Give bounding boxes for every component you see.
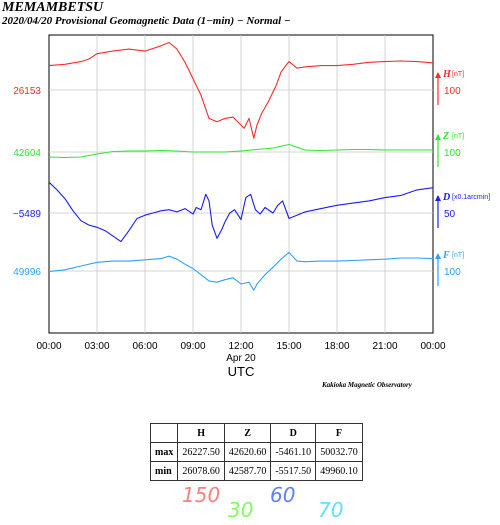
stats-cell: 42587.70 — [223, 461, 272, 481]
series-scale-label: 100 — [444, 267, 461, 278]
stats-row-label: max — [149, 442, 179, 462]
magnetogram-chart: 00:00 03:00 06:00 09:00 12:00 15:00 18:00 21:00… — [13, 34, 490, 379]
right-axis-arrow — [435, 72, 441, 78]
chart-labels: 00:00 03:00 06:00 09:00 12:00 15:00 18:00 21:00… — [13, 69, 490, 379]
series-name-label: F — [442, 250, 450, 261]
x-tick-label: 12:00 — [228, 341, 253, 352]
stats-cell: 42620.60 — [223, 442, 272, 462]
series-unit-label: [nT] — [452, 71, 464, 78]
x-axis-title: UTC — [228, 364, 255, 379]
series-scale-label: 50 — [444, 209, 456, 220]
stats-header-cell: D — [270, 423, 317, 443]
stats-cell: 50032.70 — [315, 442, 363, 462]
handwritten-z-scale: 30 — [228, 498, 254, 522]
series-line-z — [48, 143, 433, 159]
right-axis-arrow — [435, 195, 441, 201]
x-tick-label: 06:00 — [132, 341, 157, 352]
stats-header-cell: H — [177, 423, 225, 443]
series-line-h — [48, 41, 434, 139]
station-name: MEMAMBETSU — [2, 0, 104, 15]
chart-grid — [48, 34, 434, 334]
right-axis-arrow — [435, 134, 441, 140]
stats-cell: 26227.50 — [177, 442, 225, 462]
series-line-f — [48, 251, 434, 291]
left-value-label: 42604 — [13, 148, 41, 159]
stats-header-cell: F — [315, 423, 363, 443]
stats-header-cell — [149, 423, 179, 443]
stats-header-cell: Z — [223, 423, 272, 443]
x-tick-label: 03:00 — [84, 341, 109, 352]
stats-table: H Z D F max 26227.50 42620.60 -5461.10 5… — [149, 423, 363, 481]
stats-header-row: H Z D F — [149, 423, 363, 443]
handwritten-f-scale: 70 — [318, 498, 344, 522]
x-tick-label: 00:00 — [36, 341, 61, 352]
series-unit-label: [x0.1arcmin] — [452, 194, 490, 201]
series-name-label: D — [442, 192, 450, 203]
left-value-label: 26153 — [13, 86, 41, 97]
series-line-d — [48, 181, 434, 243]
x-tick-label: 00:00 — [420, 341, 445, 352]
stats-row-label: min — [149, 461, 179, 481]
stats-cell: 26078.60 — [177, 461, 225, 481]
stats-cell: -5517.50 — [270, 461, 317, 481]
stats-cell: -5461.10 — [270, 442, 317, 462]
x-tick-label: 15:00 — [276, 341, 301, 352]
x-tick-label: 18:00 — [324, 341, 349, 352]
series-name-label: Z — [442, 131, 449, 142]
chart-lines — [48, 41, 434, 291]
x-tick-label: 21:00 — [372, 341, 397, 352]
stats-row-max: max 26227.50 42620.60 -5461.10 50032.70 — [149, 442, 363, 462]
left-value-label: 49996 — [13, 267, 41, 278]
stats-row-min: min 26078.60 42587.70 -5517.50 49960.10 — [149, 461, 363, 481]
series-scale-label: 100 — [444, 148, 461, 159]
stats-cell: 49960.10 — [315, 461, 363, 481]
left-value-label: −5489 — [13, 209, 42, 220]
chart-subtitle: 2020/04/20 Provisional Geomagnetic Data … — [2, 15, 291, 27]
series-unit-label: [nT] — [452, 252, 464, 259]
observatory-credit: Kakioka Magnetic Observatory — [322, 381, 412, 389]
series-name-label: H — [442, 69, 452, 80]
x-tick-label: 09:00 — [180, 341, 205, 352]
x-date-label: Apr 20 — [226, 353, 256, 364]
series-scale-label: 100 — [444, 86, 461, 97]
handwritten-h-scale: 150 — [182, 483, 221, 507]
series-unit-label: [nT] — [452, 133, 464, 140]
right-axis-arrow — [435, 253, 441, 259]
handwritten-d-scale: 60 — [270, 483, 296, 507]
